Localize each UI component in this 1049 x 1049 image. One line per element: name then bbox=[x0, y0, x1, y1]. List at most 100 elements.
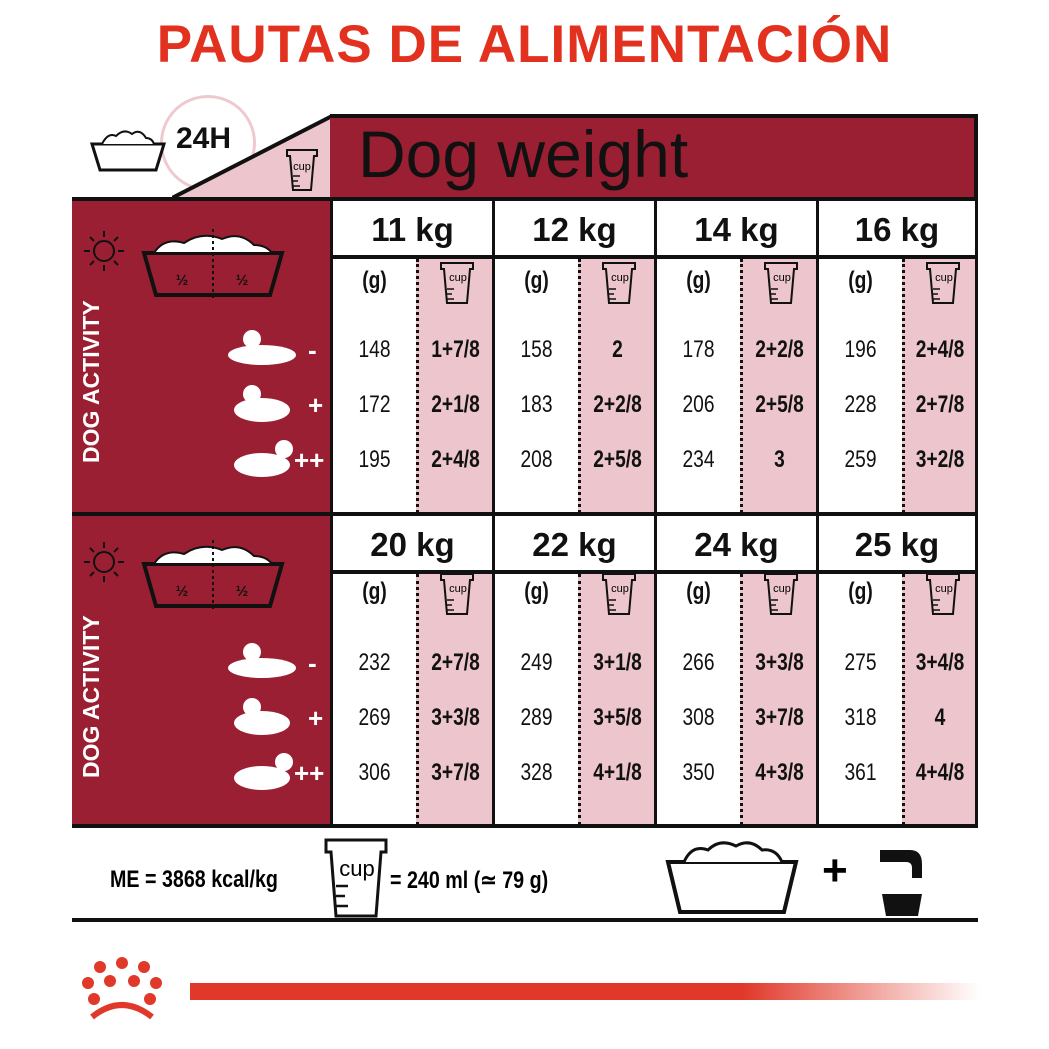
grams-unit-label: (g) bbox=[362, 267, 387, 294]
cups-column: cup 2+7/8 3+3/8 3+7/8 bbox=[416, 573, 492, 825]
cup-icon: cup bbox=[602, 262, 636, 304]
activity-panel: ½ ½ DOG ACTIVITY - + ++ bbox=[72, 516, 330, 825]
weight-column: 11 kg (g) 148 172 195 cup 1+7/8 2+1/8 2+4/8 bbox=[330, 201, 492, 513]
cup-icon: cup bbox=[764, 262, 798, 304]
grams-unit-label: (g) bbox=[686, 578, 711, 605]
feeding-block-1: ½ ½ DOG ACTIVITY - + ++ 11 kg (g) 148 172 1… bbox=[72, 197, 978, 513]
resting-dog-icon bbox=[228, 330, 296, 365]
cup-icon: cup bbox=[440, 262, 474, 304]
grams-column: (g) 275 318 361 bbox=[819, 574, 902, 825]
cup-equivalence: = 240 ml (≃ 79 g) bbox=[390, 867, 549, 894]
cup-icon-label: cup bbox=[449, 583, 467, 595]
cup-icon-label: cup bbox=[449, 272, 467, 284]
cups-value: 4 bbox=[934, 704, 946, 731]
cups-value: 2+1/8 bbox=[431, 391, 480, 418]
weight-column: 16 kg (g) 196 228 259 cup 2+4/8 2+7/8 3+2/8 bbox=[816, 201, 978, 513]
weight-header: 16 kg bbox=[819, 201, 975, 259]
grams-value: 195 bbox=[358, 446, 391, 473]
weight-column: 14 kg (g) 178 206 234 cup 2+2/8 2+5/8 3 bbox=[654, 201, 816, 513]
activity-level-2: ++ bbox=[294, 758, 325, 788]
cups-value: 4+1/8 bbox=[593, 759, 642, 786]
cups-value: 3+5/8 bbox=[593, 704, 642, 731]
weight-header: 12 kg bbox=[495, 201, 654, 259]
activity-level-1: + bbox=[308, 390, 324, 420]
cups-value: 2+5/8 bbox=[593, 446, 642, 473]
feeding-block-2: ½ ½ DOG ACTIVITY - + ++ 20 kg (g) 232 269 3… bbox=[72, 512, 978, 825]
plus-icon: + bbox=[822, 846, 848, 895]
cups-value: 1+7/8 bbox=[431, 336, 480, 363]
weight-header: 25 kg bbox=[819, 516, 975, 574]
cups-value: 3+7/8 bbox=[431, 759, 480, 786]
dog-weight-title: Dog weight bbox=[358, 117, 689, 191]
cups-value: 2+2/8 bbox=[755, 336, 804, 363]
cup-icon: cup bbox=[926, 573, 960, 615]
cups-value: 4+4/8 bbox=[915, 759, 965, 786]
cups-column: cup 1+7/8 2+1/8 2+4/8 bbox=[416, 259, 492, 513]
grams-column: (g) 232 269 306 bbox=[333, 574, 416, 825]
grams-value: 206 bbox=[682, 391, 715, 418]
cups-column: cup 2+2/8 2+5/8 3 bbox=[740, 259, 816, 513]
grams-value: 275 bbox=[844, 649, 877, 676]
cups-column: cup 3+3/8 3+7/8 4+3/8 bbox=[740, 573, 816, 825]
cup-icon-label: cup bbox=[611, 272, 629, 284]
cup-icon-label: cup bbox=[611, 583, 629, 595]
dog-weight-header: Dog weight bbox=[330, 114, 978, 198]
standing-dog-icon bbox=[234, 698, 290, 735]
grams-value: 318 bbox=[844, 704, 877, 731]
dog-activity-label: DOG ACTIVITY bbox=[78, 615, 104, 778]
weight-column: 12 kg (g) 158 183 208 cup 2 2+2/8 2+5/8 bbox=[492, 201, 654, 513]
grams-unit-label: (g) bbox=[686, 267, 711, 294]
grams-value: 178 bbox=[682, 336, 715, 363]
energy-value: ME = 3868 kcal/kg bbox=[110, 866, 278, 893]
weight-column: 25 kg (g) 275 318 361 cup 3+4/8 4 4+4/8 bbox=[816, 516, 978, 825]
grams-value: 249 bbox=[520, 649, 553, 676]
grams-value: 350 bbox=[682, 759, 715, 786]
water-tap-icon bbox=[880, 838, 922, 921]
grams-unit-label: (g) bbox=[524, 267, 549, 294]
dog-activity-label: DOG ACTIVITY bbox=[78, 300, 104, 463]
royal-canin-crown-logo bbox=[82, 957, 162, 1020]
cup-icon: cup bbox=[926, 262, 960, 304]
weight-header: 22 kg bbox=[495, 516, 654, 574]
food-bowl-icon bbox=[665, 841, 799, 914]
weight-column: 24 kg (g) 266 308 350 cup 3+3/8 3+7/8 4+3/8 bbox=[654, 516, 816, 825]
cup-icon-label: cup bbox=[773, 583, 791, 595]
cup-icon: cup bbox=[286, 149, 318, 191]
cups-column: cup 2+4/8 2+7/8 3+2/8 bbox=[902, 259, 975, 513]
cups-value: 3+3/8 bbox=[755, 649, 804, 676]
cups-value: 3 bbox=[774, 446, 785, 473]
half-label: ½ bbox=[176, 272, 189, 289]
weight-header: 11 kg bbox=[333, 201, 492, 259]
cup-icon: cup bbox=[602, 573, 636, 615]
footer-info: ME = 3868 kcal/kg cup = 240 ml (≃ 79 g) … bbox=[72, 824, 978, 922]
cups-value: 3+1/8 bbox=[593, 649, 642, 676]
cups-column: cup 3+1/8 3+5/8 4+1/8 bbox=[578, 573, 654, 825]
running-dog-icon bbox=[234, 440, 293, 477]
grams-value: 196 bbox=[844, 336, 877, 363]
grams-value: 269 bbox=[358, 704, 391, 731]
activity-level-2: ++ bbox=[294, 445, 325, 475]
cup-icon-label: cup bbox=[935, 583, 953, 595]
grams-unit-label: (g) bbox=[362, 578, 387, 605]
cups-value: 2+5/8 bbox=[755, 391, 804, 418]
grams-unit-label: (g) bbox=[848, 267, 873, 294]
grams-value: 328 bbox=[520, 759, 553, 786]
grams-column: (g) 158 183 208 bbox=[495, 259, 578, 513]
grams-column: (g) 178 206 234 bbox=[657, 259, 740, 513]
cups-value: 3+2/8 bbox=[915, 446, 965, 473]
grams-value: 308 bbox=[682, 704, 715, 731]
cup-icon: cup bbox=[324, 838, 388, 918]
cups-value: 3+4/8 bbox=[915, 649, 965, 676]
running-dog-icon bbox=[234, 753, 293, 790]
cup-icon-label: cup bbox=[293, 161, 311, 173]
food-bowl-icon bbox=[89, 130, 167, 172]
grams-value: 306 bbox=[358, 759, 391, 786]
weight-header: 14 kg bbox=[657, 201, 816, 259]
grams-unit-label: (g) bbox=[524, 578, 549, 605]
half-label: ½ bbox=[176, 583, 189, 600]
sun-bowl-moon-icon: ½ ½ bbox=[84, 540, 314, 610]
grams-value: 361 bbox=[844, 759, 877, 786]
activity-level-1: + bbox=[308, 703, 324, 733]
cups-value: 2+4/8 bbox=[431, 446, 480, 473]
activity-level-0: - bbox=[308, 335, 317, 365]
